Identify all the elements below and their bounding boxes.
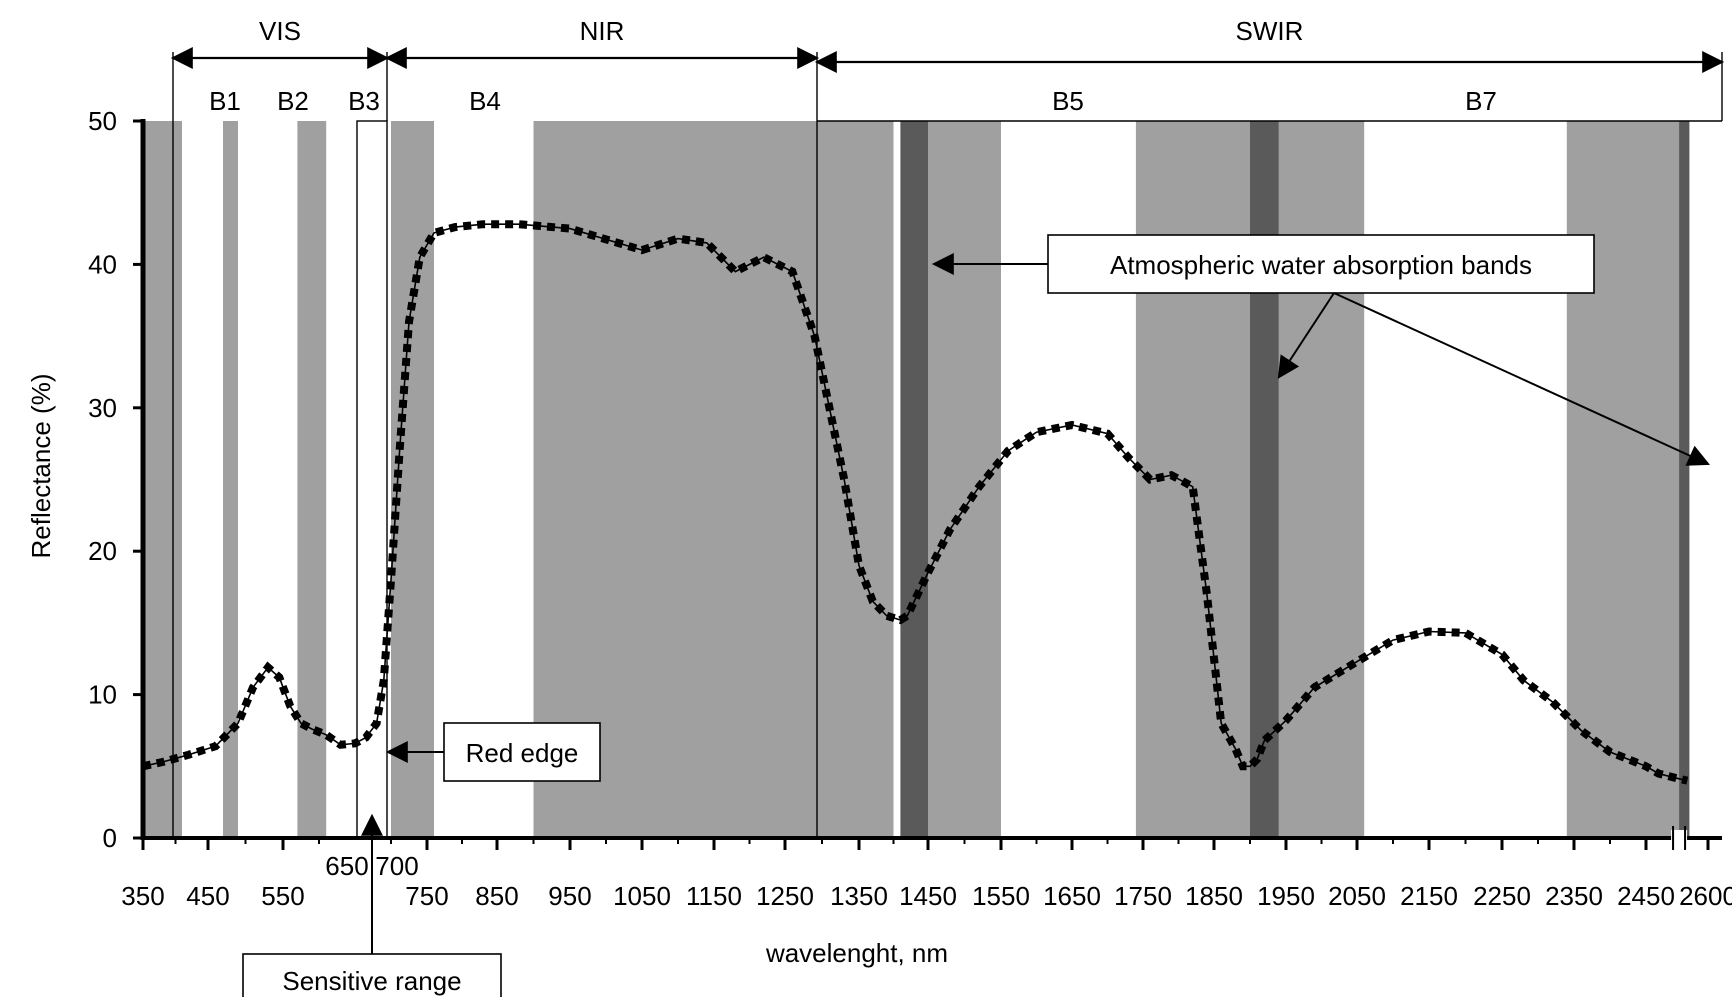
x-tick-label: 1850 xyxy=(1185,881,1243,911)
water-bands-box xyxy=(1047,234,1595,294)
x-tick-label: 950 xyxy=(548,881,591,911)
x-tick-label: 2050 xyxy=(1328,881,1386,911)
curve-dashes xyxy=(142,220,1689,785)
region-label: SWIR xyxy=(1236,16,1304,46)
x-tick-label: 1950 xyxy=(1257,881,1315,911)
y-axis-label: Reflectance (%) xyxy=(26,374,56,559)
y-tick-label: 30 xyxy=(88,393,117,423)
axes: 0 10 20 30 40 50 350 450 550 750 850 950 1050 1150 125… xyxy=(88,106,1732,911)
reflectance-curve xyxy=(142,220,1689,785)
band-labels: B1 B2 B3 B4 B5 B7 xyxy=(209,86,1497,116)
shaded-band xyxy=(533,121,894,838)
x-tick-label: 2250 xyxy=(1473,881,1531,911)
red-edge-callout: Red edge xyxy=(385,722,601,782)
x-tick-label: 1350 xyxy=(830,881,888,911)
x-axis-label: wavelenght, nm xyxy=(765,938,948,968)
shaded-band xyxy=(1278,121,1365,838)
band-label: B1 xyxy=(209,86,241,116)
x-tick-label: 750 xyxy=(405,881,448,911)
y-tick-label: 40 xyxy=(88,249,117,279)
x-tick-label: 1250 xyxy=(756,881,814,911)
red-edge-box xyxy=(443,722,601,782)
band-label: B4 xyxy=(469,86,501,116)
shaded-band xyxy=(297,121,327,838)
sensitive-range-box-label xyxy=(242,953,502,997)
x-tick-label: 1050 xyxy=(613,881,671,911)
y-tick-label: 50 xyxy=(88,106,117,136)
x-tick-label: 350 xyxy=(121,881,164,911)
water-bands-callout: Atmospheric water absorption bands xyxy=(931,234,1711,466)
sensitive-range-callout: Sensitive range xyxy=(242,813,502,997)
y-tick-label: 10 xyxy=(88,680,117,710)
water-arrow-2 xyxy=(1277,292,1335,379)
region-label: VIS xyxy=(259,16,301,46)
water-arrow-3 xyxy=(1333,292,1711,466)
band-label: B5 xyxy=(1052,86,1084,116)
band-label: B7 xyxy=(1465,86,1497,116)
x-tick-label: 1450 xyxy=(899,881,957,911)
shaded-band xyxy=(223,121,238,838)
x-tick-label: 1150 xyxy=(686,881,742,911)
y-tick-label: 0 xyxy=(103,823,117,853)
x-tick-label: 550 xyxy=(261,881,304,911)
x-tick-label: 450 xyxy=(186,881,229,911)
x-tick-label: 1650 xyxy=(1043,881,1101,911)
water-bands-label: Atmospheric water absorption bands xyxy=(1110,250,1532,280)
band-label: B2 xyxy=(277,86,309,116)
red-edge-label: Red edge xyxy=(466,738,579,768)
sensitive-range-rect xyxy=(356,120,388,839)
y-tick-label: 20 xyxy=(88,536,117,566)
x-tick-label: 2600 xyxy=(1679,881,1732,911)
region-brackets: VIS NIR SWIR xyxy=(170,16,1725,838)
x-tick-label: 2450 xyxy=(1617,881,1675,911)
x-tick-label: 850 xyxy=(475,881,518,911)
sensitive-range-box: 650 700 xyxy=(325,120,419,881)
x-tick-label: 1550 xyxy=(972,881,1030,911)
axis-break-gap xyxy=(1671,830,1688,846)
region-label: NIR xyxy=(580,16,625,46)
x-tick-label: 2350 xyxy=(1545,881,1603,911)
absorption-band xyxy=(1679,121,1690,838)
x-tick-label: 2150 xyxy=(1400,881,1458,911)
absorption-band xyxy=(900,121,928,838)
sensitive-range-label: Sensitive range xyxy=(282,966,461,996)
tick-label-650: 650 xyxy=(325,851,368,881)
tick-label-700: 700 xyxy=(375,851,418,881)
band-label: B3 xyxy=(348,86,380,116)
x-tick-label: 1750 xyxy=(1114,881,1172,911)
shaded-band xyxy=(143,121,182,838)
